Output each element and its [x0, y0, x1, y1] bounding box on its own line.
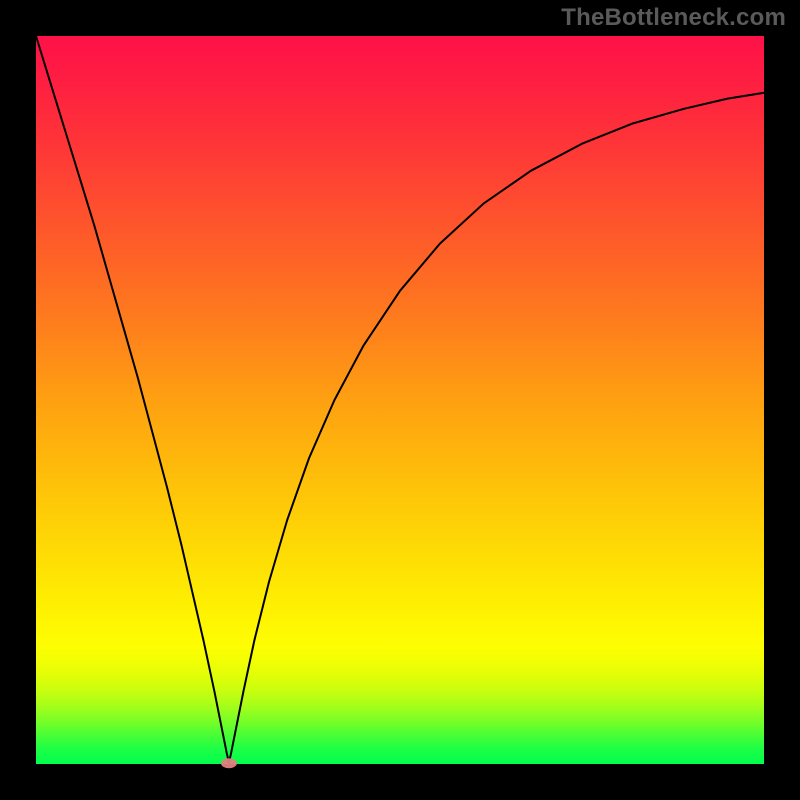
chart-svg	[0, 0, 800, 800]
plot-background	[36, 36, 764, 764]
minimum-marker	[221, 758, 237, 768]
chart-wrapper: TheBottleneck.com	[0, 0, 800, 800]
watermark-text: TheBottleneck.com	[561, 4, 786, 32]
